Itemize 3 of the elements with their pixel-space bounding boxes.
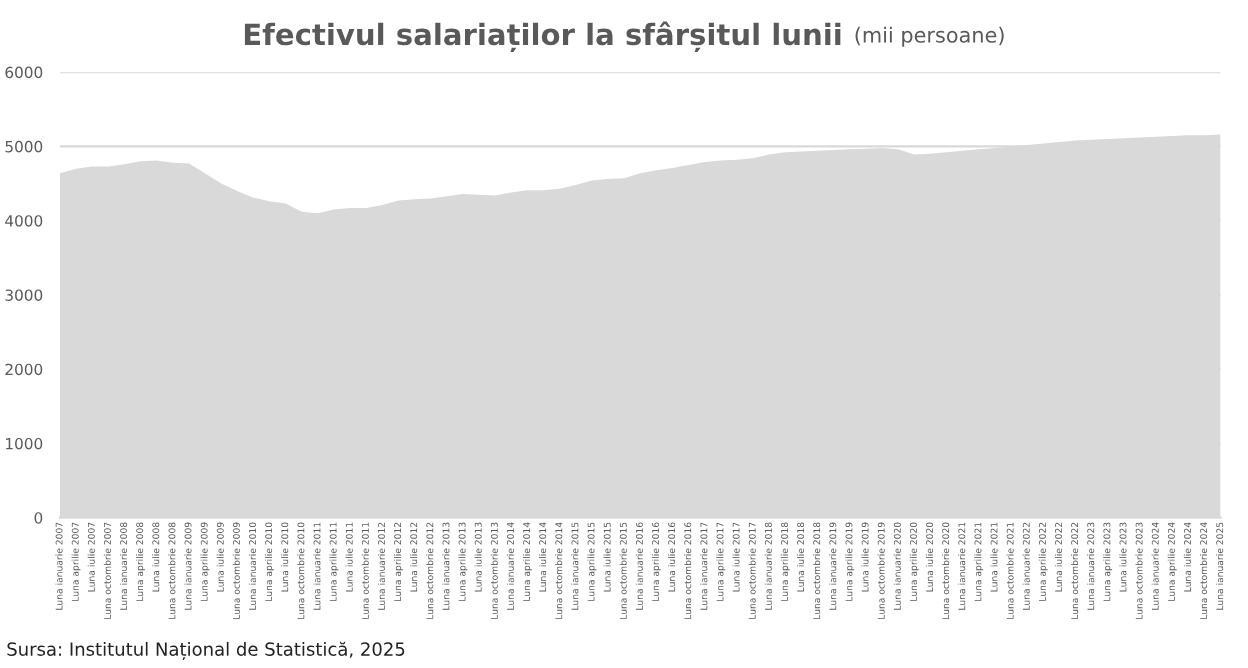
chart-title: Efectivul salariaților la sfârșitul lunii xyxy=(244,21,841,52)
chart-subtitle: (mii persoane) xyxy=(855,26,1004,47)
text: Sursa: Institutul Național de Statistică, 2025 xyxy=(7,641,405,660)
